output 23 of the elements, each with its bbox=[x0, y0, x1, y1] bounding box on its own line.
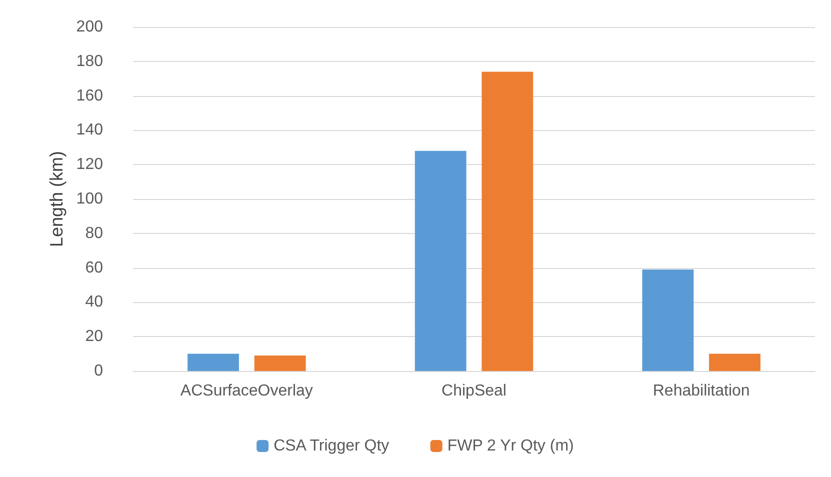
y-tick-label: 200 bbox=[76, 18, 104, 36]
bar bbox=[254, 356, 306, 371]
y-tick-label: 100 bbox=[76, 190, 104, 208]
y-tick-label: 20 bbox=[85, 328, 104, 346]
legend-label: FWP 2 Yr Qty (m) bbox=[447, 438, 574, 454]
y-tick-label: 160 bbox=[76, 87, 104, 104]
x-tick-label: ACSurfaceOverlay bbox=[180, 382, 313, 400]
bar bbox=[414, 150, 466, 371]
y-tick-label: 40 bbox=[85, 294, 104, 311]
y-tick-label: 120 bbox=[76, 156, 104, 174]
y-tick-label: 0 bbox=[94, 362, 104, 380]
y-axis-title: Length (km) bbox=[46, 150, 66, 248]
bar bbox=[482, 72, 534, 371]
bar bbox=[642, 270, 694, 371]
x-tick-label: Rehabilitation bbox=[652, 382, 750, 400]
bar bbox=[709, 354, 760, 371]
legend-label: CSA Trigger Qty bbox=[274, 438, 390, 454]
y-tick-label: 180 bbox=[76, 52, 104, 70]
y-tick-label: 60 bbox=[85, 259, 104, 276]
x-tick-label: ChipSeal bbox=[442, 382, 506, 400]
y-tick-label: 140 bbox=[76, 122, 104, 139]
bar bbox=[188, 354, 239, 371]
y-tick-label: 80 bbox=[85, 224, 104, 242]
